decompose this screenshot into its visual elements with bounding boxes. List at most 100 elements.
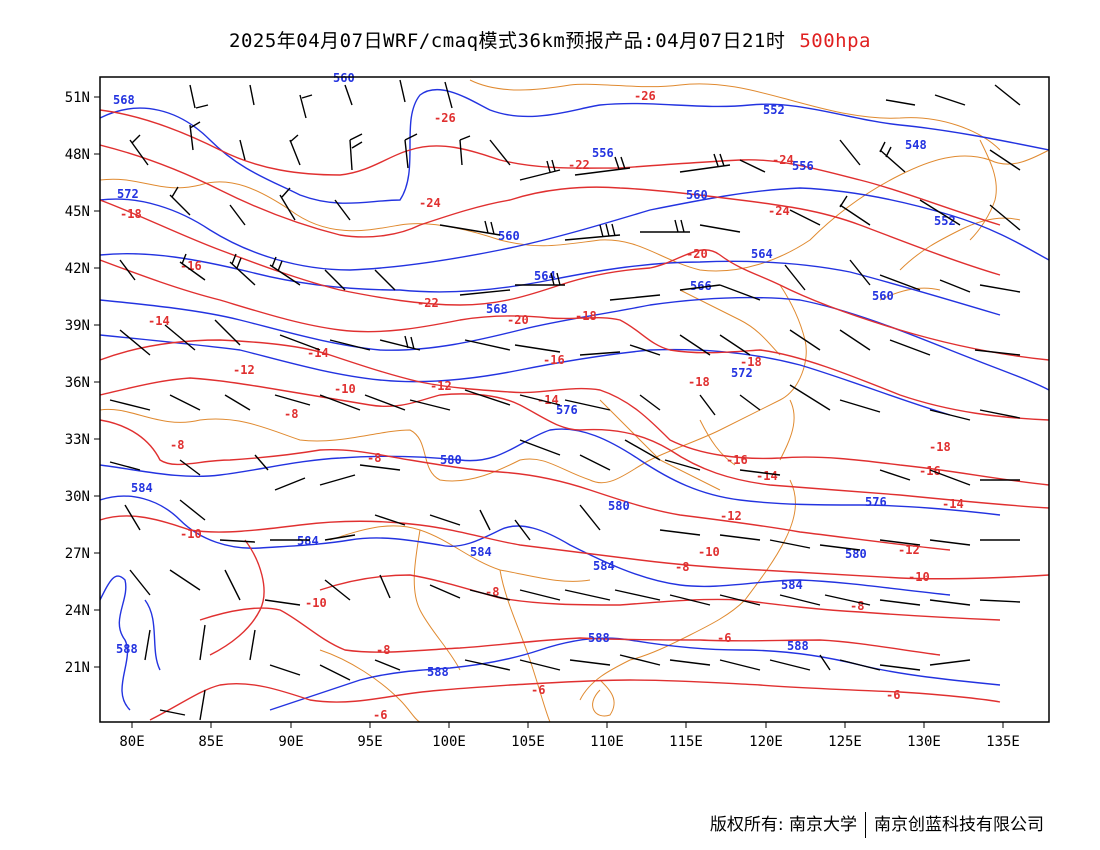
svg-text:-8: -8: [170, 438, 184, 452]
svg-text:-20: -20: [686, 247, 708, 261]
boundary-lines: [100, 79, 1049, 722]
svg-text:584: 584: [470, 545, 492, 559]
svg-text:-16: -16: [919, 464, 941, 478]
axis-ticks: [94, 96, 1004, 728]
svg-text:-12: -12: [898, 543, 920, 557]
lat-label: 36N: [65, 375, 90, 391]
svg-text:588: 588: [116, 642, 138, 656]
lat-label: 39N: [65, 318, 90, 334]
svg-text:-18: -18: [575, 309, 597, 323]
svg-text:588: 588: [787, 639, 809, 653]
lon-label: 115E: [669, 734, 703, 750]
copyright-footer: 版权所有: 南京大学 南京创蓝科技有限公司: [710, 810, 1044, 838]
height-labels: 568 572 584 588 560 564 566 568 552 556 …: [113, 71, 956, 679]
svg-text:-8: -8: [675, 560, 689, 574]
svg-text:-18: -18: [929, 440, 951, 454]
lon-label: 105E: [511, 734, 545, 750]
svg-text:-10: -10: [908, 570, 930, 584]
svg-text:584: 584: [593, 559, 615, 573]
svg-text:-22: -22: [568, 158, 590, 172]
svg-text:-8: -8: [376, 643, 390, 657]
svg-text:584: 584: [297, 534, 319, 548]
svg-text:-6: -6: [717, 631, 731, 645]
svg-text:-14: -14: [307, 346, 329, 360]
lon-label: 120E: [749, 734, 783, 750]
svg-text:-24: -24: [768, 204, 790, 218]
svg-text:564: 564: [751, 247, 773, 261]
svg-text:588: 588: [427, 665, 449, 679]
svg-text:-10: -10: [334, 382, 356, 396]
svg-text:580: 580: [608, 499, 630, 513]
svg-text:566: 566: [690, 279, 712, 293]
longitude-labels: 80E 85E 90E 95E 100E 105E 110E 115E 120E…: [119, 734, 1020, 750]
lat-label: 42N: [65, 261, 90, 277]
svg-text:-6: -6: [531, 683, 545, 697]
svg-text:-18: -18: [120, 207, 142, 221]
lon-label: 90E: [278, 734, 303, 750]
svg-text:-24: -24: [772, 153, 794, 167]
svg-text:576: 576: [556, 403, 578, 417]
svg-text:552: 552: [763, 103, 785, 117]
svg-text:552: 552: [934, 214, 956, 228]
svg-text:584: 584: [131, 481, 153, 495]
svg-text:568: 568: [113, 93, 135, 107]
svg-text:-10: -10: [305, 596, 327, 610]
lon-label: 100E: [432, 734, 466, 750]
svg-text:-24: -24: [419, 196, 441, 210]
svg-text:560: 560: [498, 229, 520, 243]
lat-label: 48N: [65, 147, 90, 163]
svg-text:580: 580: [440, 453, 462, 467]
lon-label: 135E: [986, 734, 1020, 750]
lat-label: 33N: [65, 432, 90, 448]
temperature-contours: [100, 109, 1049, 721]
svg-text:-8: -8: [485, 585, 499, 599]
svg-text:-16: -16: [726, 453, 748, 467]
plot-frame: [99, 76, 1050, 723]
svg-text:572: 572: [731, 366, 753, 380]
svg-text:-14: -14: [942, 497, 964, 511]
svg-text:-16: -16: [180, 259, 202, 273]
lon-label: 130E: [907, 734, 941, 750]
svg-text:584: 584: [781, 578, 803, 592]
svg-text:560: 560: [333, 71, 355, 85]
svg-text:560: 560: [686, 188, 708, 202]
svg-text:-16: -16: [543, 353, 565, 367]
svg-text:580: 580: [845, 547, 867, 561]
svg-text:568: 568: [486, 302, 508, 316]
lat-label: 24N: [65, 603, 90, 619]
svg-text:-14: -14: [756, 469, 778, 483]
svg-text:-18: -18: [688, 375, 710, 389]
title-main: 2025年04月07日WRF/cmaq模式36km预报产品:04月07日21时: [229, 30, 786, 52]
height-contours: [100, 89, 1049, 711]
svg-text:-6: -6: [373, 708, 387, 722]
wind-barbs: [109, 79, 1021, 721]
copyright-owner: 版权所有: 南京大学: [709, 815, 857, 835]
svg-text:-22: -22: [417, 296, 439, 310]
title-level: 500hpa: [799, 30, 871, 52]
lat-label: 27N: [65, 546, 90, 562]
svg-text:-6: -6: [886, 688, 900, 702]
lon-label: 85E: [198, 734, 223, 750]
svg-text:588: 588: [588, 631, 610, 645]
temperature-labels: -18 -16 -14 -12 -10 -8 -8 -10 -10 -8 -6 …: [120, 89, 964, 722]
svg-text:-26: -26: [634, 89, 656, 103]
svg-text:-12: -12: [430, 379, 452, 393]
lat-label: 51N: [65, 90, 90, 106]
svg-text:-20: -20: [507, 313, 529, 327]
svg-text:-14: -14: [148, 314, 170, 328]
svg-text:-10: -10: [180, 527, 202, 541]
svg-text:564: 564: [534, 269, 556, 283]
lon-label: 80E: [119, 734, 144, 750]
svg-text:-12: -12: [233, 363, 255, 377]
svg-text:-26: -26: [434, 111, 456, 125]
svg-text:-12: -12: [720, 509, 742, 523]
map-title: 2025年04月07日WRF/cmaq模式36km预报产品:04月07日21时 5…: [0, 26, 1100, 53]
lat-label: 21N: [65, 660, 90, 676]
svg-text:572: 572: [117, 187, 139, 201]
footer-separator: [865, 812, 866, 838]
lon-label: 125E: [828, 734, 862, 750]
lat-label: 45N: [65, 204, 90, 220]
copyright-company: 南京创蓝科技有限公司: [874, 815, 1044, 835]
lat-label: 30N: [65, 489, 90, 505]
